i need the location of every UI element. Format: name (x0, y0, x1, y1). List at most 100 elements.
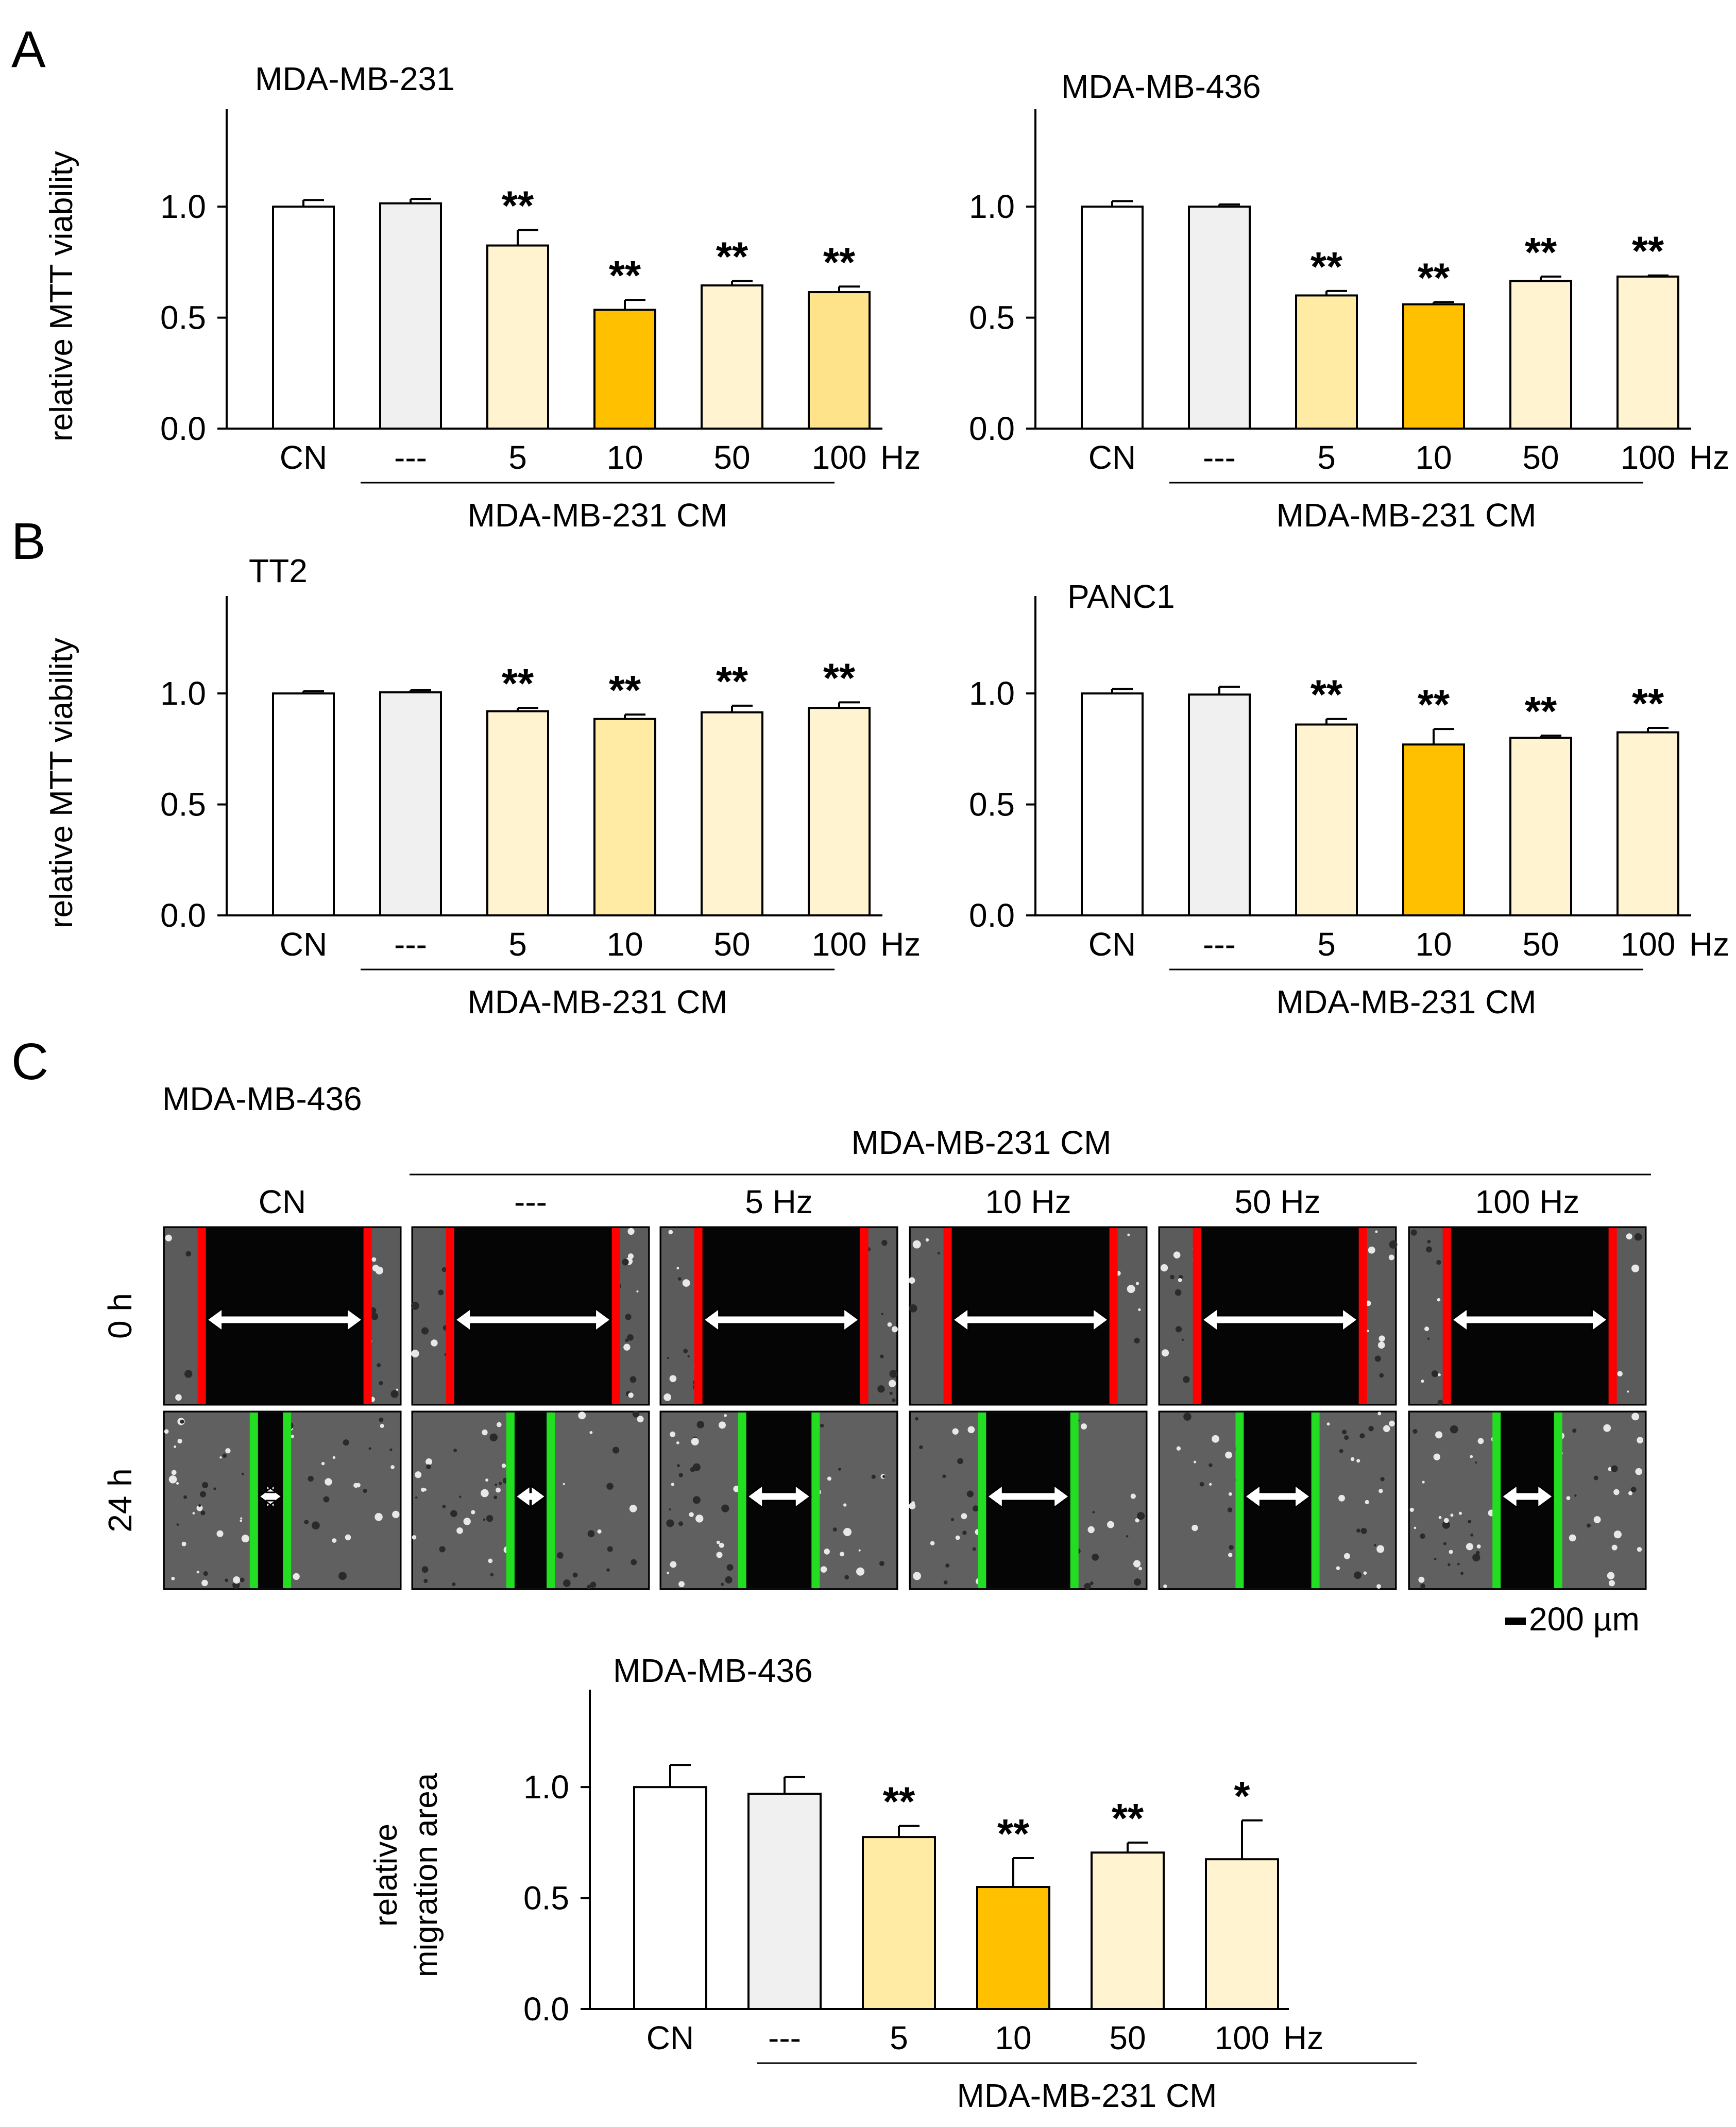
cell-speckle (496, 1422, 502, 1427)
cell-speckle (629, 1505, 637, 1512)
cell-speckle (1630, 1487, 1637, 1492)
cell-speckle (392, 1510, 400, 1519)
double-arrow-icon (258, 1484, 283, 1509)
micrograph-tile (1158, 1226, 1398, 1406)
green-edge-line (738, 1413, 746, 1588)
bar (486, 710, 549, 916)
cell-speckle (1443, 1542, 1446, 1545)
cell-speckle (669, 1375, 677, 1382)
cell-speckle (490, 1573, 494, 1577)
cell-region-right (1113, 1228, 1146, 1404)
cell-speckle (363, 1488, 367, 1493)
cell-speckle (690, 1467, 695, 1472)
cell-speckle (1420, 1533, 1425, 1539)
cell-region-right (1612, 1228, 1645, 1404)
micrograph-tile (411, 1410, 650, 1590)
cell-speckle (499, 1482, 502, 1485)
cell-speckle (1127, 1285, 1135, 1294)
cell-speckle (1225, 1451, 1232, 1459)
bar (1081, 206, 1144, 430)
cell-speckle (908, 1277, 915, 1284)
cell-speckle (1476, 1544, 1481, 1549)
cell-speckle (678, 1277, 682, 1281)
cell-speckle (966, 1490, 974, 1498)
cell-speckle (293, 1573, 300, 1580)
cell-speckle (1468, 1520, 1472, 1524)
cell-speckle (1414, 1526, 1417, 1529)
y-tick-label: 0.5 (969, 299, 1015, 336)
cell-speckle (380, 1424, 384, 1428)
cell-speckle (1133, 1560, 1141, 1568)
y-axis-label: relative MTT viability (44, 638, 79, 928)
cell-speckle (332, 1538, 337, 1543)
cell-speckle (597, 1529, 602, 1534)
cell-speckle (456, 1527, 463, 1534)
cell-speckle (1160, 1264, 1168, 1272)
cell-speckle (625, 1314, 632, 1320)
micrograph-column-label: 50 Hz (1234, 1183, 1320, 1220)
cell-speckle (411, 1349, 419, 1358)
cell-speckle (1377, 1411, 1382, 1416)
cell-speckle (563, 1483, 565, 1485)
cell-speckle (667, 1572, 669, 1574)
cell-speckle (967, 1426, 975, 1434)
cell-speckle (1458, 1511, 1462, 1515)
cell-region-right (1315, 1413, 1395, 1588)
red-edge-line (611, 1228, 620, 1404)
cell-speckle (1424, 1326, 1429, 1332)
double-arrow-icon (206, 1307, 364, 1333)
cell-speckle (587, 1585, 591, 1590)
cell-speckle (676, 1267, 679, 1270)
cell-speckle (471, 1510, 475, 1515)
cell-speckle (627, 1228, 635, 1235)
unit-label: Hz (880, 926, 921, 963)
scale-bar-mark (1505, 1618, 1526, 1625)
cell-speckle (590, 1581, 597, 1588)
micrograph-tile (659, 1226, 898, 1406)
chart-title: MDA-MB-436 (1061, 68, 1261, 105)
cell-region-right (815, 1413, 896, 1588)
cell-speckle (411, 1301, 419, 1310)
category-label: --- (1203, 926, 1236, 963)
green-edge-line (249, 1413, 258, 1588)
cell-speckle (1637, 1437, 1643, 1444)
cell-speckle (196, 1571, 199, 1574)
cell-speckle (501, 1464, 506, 1468)
cell-speckle (1613, 1489, 1620, 1495)
cell-speckle (1450, 1425, 1458, 1434)
cell-speckle (1427, 1239, 1431, 1244)
cell-speckle (824, 1549, 830, 1555)
bar (486, 244, 549, 430)
micrograph-row-label: 24 h (101, 1468, 139, 1533)
bar (1205, 1858, 1279, 2010)
cell-speckle (1194, 1460, 1197, 1464)
cell-speckle (678, 1521, 684, 1526)
cell-speckle (375, 1513, 383, 1521)
cell-speckle (820, 1423, 824, 1428)
cell-speckle (718, 1421, 726, 1429)
cell-speckle (1342, 1430, 1347, 1435)
category-label: 10 (606, 439, 643, 476)
category-label: 10 (1415, 926, 1452, 963)
cell-speckle (563, 1579, 571, 1587)
cell-speckle (438, 1289, 444, 1296)
cell-speckle (201, 1579, 208, 1587)
cell-speckle (1363, 1571, 1367, 1575)
cell-speckle (421, 1487, 426, 1492)
cell-speckle (695, 1515, 704, 1523)
cell-speckle (171, 1470, 177, 1475)
bar (808, 707, 871, 916)
cell-speckle (343, 1439, 349, 1446)
bar (1616, 731, 1679, 916)
green-edge-line (506, 1413, 515, 1588)
cell-speckle (441, 1267, 447, 1272)
cell-speckle (450, 1510, 457, 1517)
cell-speckle (1373, 1544, 1376, 1547)
cell-speckle (1628, 1491, 1633, 1495)
category-label: 5 (1317, 926, 1336, 963)
cell-speckle (213, 1487, 216, 1490)
micrograph-row-label: 0 h (101, 1293, 139, 1339)
micrograph-column-label: 100 Hz (1475, 1183, 1580, 1220)
cell-speckle (670, 1561, 677, 1568)
